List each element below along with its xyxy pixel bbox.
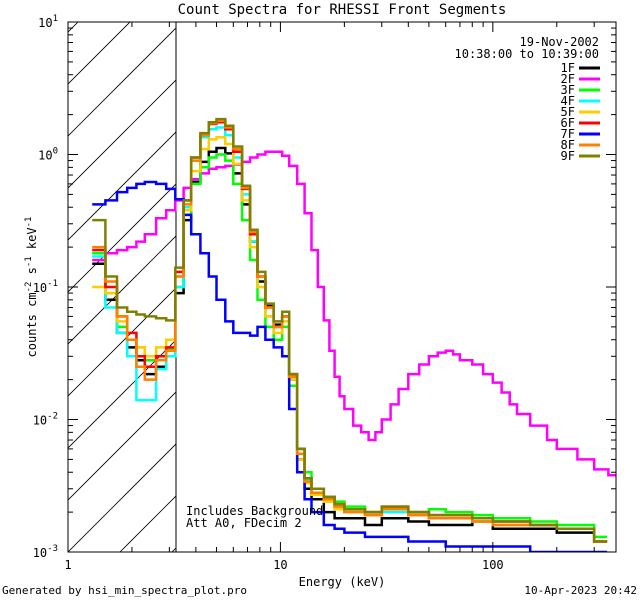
y-label-sup2: -1 — [24, 256, 34, 267]
footer-generated-by: Generated by hsi_min_spectra_plot.pro — [2, 584, 247, 597]
hatch-line — [68, 235, 176, 345]
series-1F — [92, 146, 608, 543]
hatch-line — [68, 79, 176, 189]
legend-label-6F: 6F — [561, 116, 575, 130]
hatch-line — [68, 27, 176, 137]
series-6F — [92, 121, 608, 543]
hatch-line — [0, 22, 26, 552]
y-label-mid2: keV — [25, 227, 39, 256]
legend-label-8F: 8F — [561, 138, 575, 152]
legend-label-4F: 4F — [561, 94, 575, 108]
time-range-label: 10:38:00 to 10:39:00 — [455, 47, 600, 61]
hatch-line — [68, 443, 176, 552]
y-tick-label: 100 — [38, 147, 58, 163]
attenuator-annotation: Att A0, FDecim 2 — [186, 516, 302, 530]
plot-frame — [67, 21, 617, 553]
series-2F — [92, 150, 616, 477]
hatch-line — [380, 22, 640, 552]
y-tick-label: 10-1 — [33, 279, 58, 295]
x-tick-label: 1 — [64, 558, 71, 572]
y-label-sup3: -1 — [24, 217, 34, 228]
y-label-mid1: s — [25, 267, 39, 281]
x-tick-label: 10 — [273, 558, 287, 572]
y-label-sup1: -2 — [24, 282, 34, 293]
series-7F — [92, 180, 608, 552]
series-3F — [92, 153, 608, 539]
x-tick-labels: 1 10 100 — [64, 558, 503, 572]
series-8F — [92, 119, 608, 543]
y-label-main: counts cm — [25, 292, 39, 357]
y-tick-label: 10-3 — [33, 544, 58, 560]
axis-ticks — [67, 22, 616, 553]
hatch-line — [68, 391, 176, 501]
legend-label-3F: 3F — [561, 83, 575, 97]
x-axis-label: Energy (keV) — [299, 575, 386, 589]
series-5F — [92, 135, 608, 543]
series-layer — [92, 117, 616, 552]
x-tick-label: 100 — [482, 558, 504, 572]
y-tick-label: 10-2 — [33, 412, 58, 428]
footer-timestamp: 10-Apr-2023 20:42 — [524, 584, 637, 597]
y-axis-label: counts cm-2 s-1 keV-1 — [24, 217, 39, 358]
legend-label-9F: 9F — [561, 149, 575, 163]
legend-label-7F: 7F — [561, 127, 575, 141]
hatch-line — [68, 287, 176, 397]
y-tick-labels: 10-3 10-2 10-1 100 101 — [33, 14, 58, 560]
y-tick-label: 101 — [38, 14, 58, 30]
legend-label-2F: 2F — [561, 72, 575, 86]
hatch-line — [224, 22, 640, 552]
chart-title: Count Spectra for RHESSI Front Segments — [178, 2, 507, 18]
series-9F — [92, 117, 608, 543]
legend-label-5F: 5F — [561, 105, 575, 119]
date-label: 19-Nov-2002 — [520, 35, 599, 49]
legend-label-1F: 1F — [561, 61, 575, 75]
background-annotation: Includes Background — [186, 504, 323, 518]
